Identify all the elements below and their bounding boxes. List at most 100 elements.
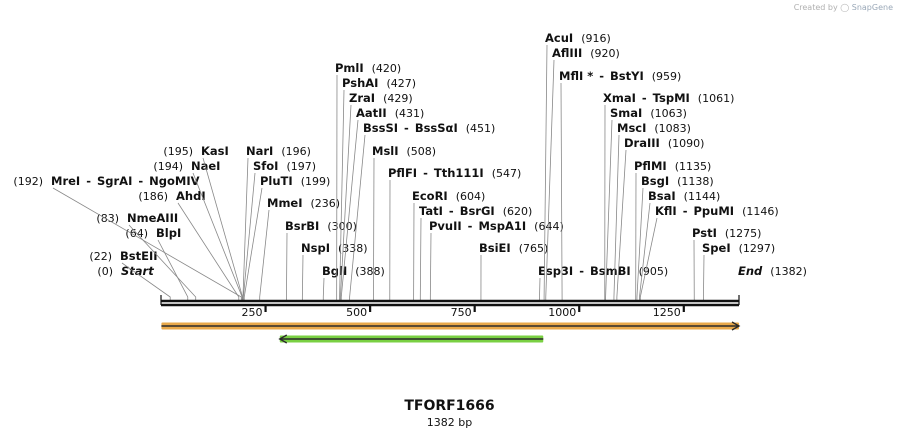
site-leader-line	[301, 254, 304, 301]
site-enzyme-name: BstYI	[610, 69, 644, 83]
site-bsrbi[interactable]: BsrBI (300)	[285, 219, 357, 301]
site-smai[interactable]: SmaI (1063)	[605, 106, 687, 301]
site-enzyme-name: NarI	[246, 144, 273, 158]
arrowhead-left-icon	[278, 334, 288, 344]
site-enzyme-name: NmeAIII	[127, 211, 178, 225]
site-enzyme-name: ZraI	[349, 91, 375, 105]
site-pluti[interactable]: PluTI (199)	[243, 174, 330, 301]
site-position-label: (1275)	[725, 227, 762, 240]
site-ecori[interactable]: EcoRI (604)	[412, 189, 485, 301]
dna-backbone	[160, 295, 740, 307]
site-start[interactable]: (0) Start	[97, 264, 154, 278]
site-enzyme-name: PluTI	[260, 174, 293, 188]
site-leader-line	[703, 254, 705, 301]
site-enzyme-name: MflI *	[559, 69, 593, 83]
site-enzyme-name: SmaI	[610, 106, 642, 120]
site-pmli[interactable]: PmlI (420)	[335, 61, 401, 301]
site-kasi[interactable]: (195) KasI	[163, 144, 243, 301]
site-separator: -	[579, 264, 584, 278]
site-position-label: (959)	[652, 70, 682, 83]
site-position-label: (427)	[386, 77, 416, 90]
site-naei[interactable]: (194) NaeI	[153, 159, 243, 301]
site-bsgi[interactable]: BsgI (1138)	[636, 174, 714, 301]
site-draiii[interactable]: DraIII (1090)	[616, 136, 705, 301]
site-leader-line	[616, 149, 627, 301]
site-msci[interactable]: MscI (1083)	[613, 121, 691, 301]
site-msli[interactable]: MslI (508)	[372, 144, 436, 301]
site-leader-line	[373, 157, 375, 301]
site-esp3i-bsmbi[interactable]: Esp3I - BsmBI (905)	[538, 264, 668, 301]
site-bsiei[interactable]: BsiEI (765)	[479, 241, 548, 301]
site-aatii[interactable]: AatII (431)	[340, 106, 425, 301]
site-enzyme-name: BlpI	[156, 226, 181, 240]
site-enzyme-name: BssSαI	[415, 121, 458, 135]
site-enzyme-name: BsiEI	[479, 241, 511, 255]
site-bsssi-bsssi[interactable]: BssSI - BssSαI (451)	[349, 121, 496, 301]
axis-tick-250: 250	[242, 305, 267, 319]
site-enzyme-name: PvuII	[429, 219, 462, 233]
site-sfoi[interactable]: SfoI (197)	[242, 159, 316, 301]
feature-orf-reverse[interactable]	[278, 334, 544, 344]
site-bsai[interactable]: BsaI (1144)	[639, 189, 720, 301]
site-enzyme-name: MscI	[617, 121, 646, 135]
site-position-label: (765)	[519, 242, 549, 255]
site-tati-bsrgi[interactable]: TatI - BsrGI (620)	[419, 204, 532, 301]
site-acui[interactable]: AcuI (916)	[543, 31, 611, 301]
site-separator: -	[404, 121, 409, 135]
site-position-label: (431)	[395, 107, 425, 120]
axis-tick-label: 250	[242, 306, 263, 319]
site-leader-line	[128, 224, 197, 301]
site-bsteii[interactable]: (22) BstEII	[89, 249, 171, 301]
site-position-label: (1144)	[684, 190, 721, 203]
site-afliii[interactable]: AflIII (920)	[545, 46, 620, 301]
site-leader-line	[543, 44, 548, 301]
site-bgli[interactable]: BglI (388)	[322, 264, 385, 301]
site-mrei-sgrai-ngomiv[interactable]: (192) MreI - SgrAI - NgoMIV	[13, 174, 242, 301]
site-enzyme-name: PflMI	[634, 159, 667, 173]
site-mfli-bstyi[interactable]: MflI * - BstYI (959)	[559, 69, 681, 301]
axis-tick-1000: 1000	[548, 305, 581, 319]
site-zrai[interactable]: ZraI (429)	[340, 91, 413, 301]
site-enzyme-name: PflFI	[388, 166, 417, 180]
site-kfli-ppumi[interactable]: KflI - PpuMI (1146)	[639, 204, 779, 301]
site-pshai[interactable]: PshAI (427)	[339, 76, 416, 301]
site-end[interactable]: End (1382)	[738, 264, 807, 278]
site-enzyme-name: TatI	[419, 204, 443, 218]
site-position-label: (1063)	[650, 107, 687, 120]
site-position-label: (644)	[534, 220, 564, 233]
site-spei[interactable]: SpeI (1297)	[702, 241, 775, 301]
site-position-label: (451)	[466, 122, 496, 135]
site-leader-line	[192, 172, 243, 301]
site-enzyme-name: SfoI	[253, 159, 278, 173]
site-enzyme-name: SgrAI	[97, 174, 132, 188]
site-position-label: (195)	[163, 145, 193, 158]
site-enzyme-name: End	[738, 264, 763, 278]
site-leader-line	[121, 262, 171, 301]
site-separator: -	[449, 204, 454, 218]
site-pvuii-mspa1i[interactable]: PvuII - MspA1I (644)	[429, 219, 564, 301]
site-pflfi-tth111i[interactable]: PflFI - Tth111I (547)	[388, 166, 521, 301]
site-nmeaiii[interactable]: (83) NmeAIII	[96, 211, 197, 301]
site-enzyme-name: PstI	[692, 226, 717, 240]
site-psti[interactable]: PstI (1275)	[692, 226, 761, 301]
site-position-label: (197)	[286, 160, 316, 173]
site-nari[interactable]: NarI (196)	[242, 144, 311, 301]
site-enzyme-name: KasI	[201, 144, 229, 158]
site-leader-line	[157, 239, 189, 301]
site-enzyme-name: NaeI	[191, 159, 220, 173]
site-enzyme-name: PpuMI	[694, 204, 735, 218]
site-pflmi[interactable]: PflMI (1135)	[634, 159, 711, 301]
site-leader-line	[286, 232, 288, 301]
site-position-label: (1135)	[675, 160, 712, 173]
site-xmai-tspmi[interactable]: XmaI - TspMI (1061)	[603, 91, 734, 301]
site-position-label: (300)	[327, 220, 357, 233]
site-position-label: (508)	[407, 145, 437, 158]
site-leader-line	[243, 187, 263, 301]
feature-orf-forward[interactable]	[161, 321, 741, 331]
site-enzyme-name: TspMI	[653, 91, 690, 105]
site-leader-line	[322, 277, 325, 301]
site-ahdi[interactable]: (186) AhdI	[138, 189, 240, 301]
site-position-label: (186)	[138, 190, 168, 203]
site-position-label: (388)	[355, 265, 385, 278]
site-mmei[interactable]: MmeI (236)	[259, 196, 340, 301]
